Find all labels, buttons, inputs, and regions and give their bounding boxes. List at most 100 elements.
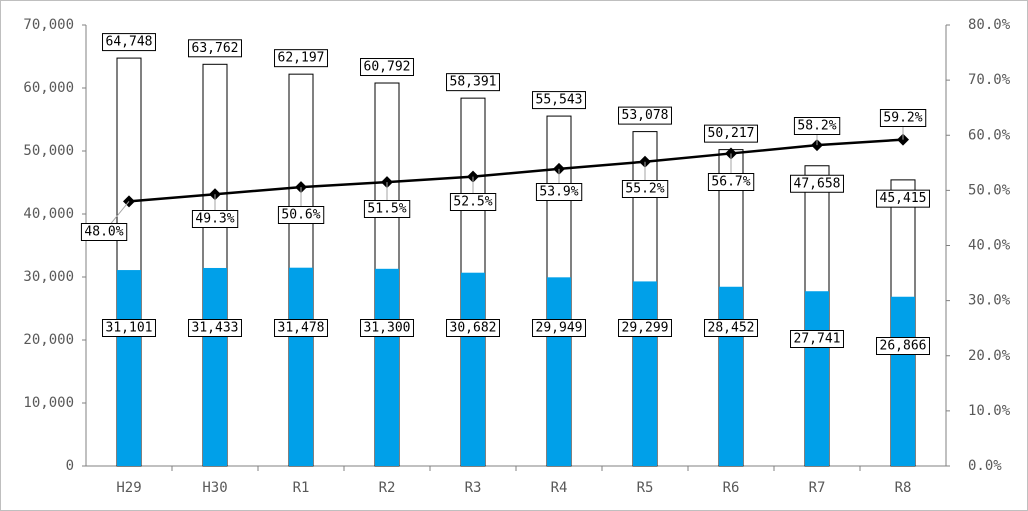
blue-label-box bbox=[704, 319, 758, 337]
ratio-label-box bbox=[707, 173, 755, 191]
y-left-tick-label: 30,000 bbox=[23, 269, 74, 285]
ratio-label-box bbox=[80, 223, 128, 241]
y-right-tick-label: 80.0% bbox=[968, 17, 1011, 33]
y-right-tick-label: 10.0% bbox=[968, 403, 1011, 419]
y-left-tick-label: 70,000 bbox=[23, 17, 74, 33]
blue-label-box bbox=[532, 319, 586, 337]
x-tick-label: R2 bbox=[379, 480, 396, 496]
ratio-label: 53.9% bbox=[539, 185, 578, 200]
total-label-box bbox=[446, 73, 500, 92]
blue-label-box bbox=[274, 319, 328, 337]
y-left-tick-label: 10,000 bbox=[23, 395, 74, 411]
blue-label: 29,299 bbox=[622, 321, 669, 336]
y-left-tick-label: 0 bbox=[66, 458, 74, 474]
ratio-line bbox=[128, 138, 904, 203]
x-tick-label: R6 bbox=[723, 480, 740, 496]
y-left-tick-label: 60,000 bbox=[23, 80, 74, 96]
blue-label-box bbox=[446, 319, 500, 337]
total-label: 60,792 bbox=[364, 60, 411, 75]
total-label-box bbox=[102, 33, 156, 52]
blue-label: 31,433 bbox=[192, 321, 239, 336]
bar-blue bbox=[289, 267, 313, 466]
total-label: 55,543 bbox=[536, 93, 583, 108]
ratio-label-box bbox=[535, 183, 583, 201]
x-tick-label: R3 bbox=[465, 480, 482, 496]
total-label-box bbox=[876, 189, 930, 208]
total-label: 50,217 bbox=[708, 126, 755, 141]
ratio-label: 50.6% bbox=[281, 208, 320, 223]
total-label-box bbox=[618, 106, 672, 125]
y-right-tick-label: 30.0% bbox=[968, 293, 1011, 309]
bar-blue bbox=[203, 267, 227, 466]
x-tick-label: R8 bbox=[895, 480, 912, 496]
y-left-tick-label: 20,000 bbox=[23, 332, 74, 348]
blue-label: 26,866 bbox=[880, 339, 927, 354]
ratio-label: 58.2% bbox=[797, 119, 836, 134]
blue-label: 31,478 bbox=[278, 321, 325, 336]
blue-label-box bbox=[102, 319, 156, 337]
ratio-label: 49.3% bbox=[195, 212, 234, 227]
bar-blue bbox=[461, 272, 485, 466]
bar-blue bbox=[891, 296, 915, 466]
total-label: 63,762 bbox=[192, 41, 239, 56]
bar-blue bbox=[719, 286, 743, 466]
blue-label-box bbox=[188, 319, 242, 337]
blue-label: 30,682 bbox=[450, 321, 497, 336]
total-label: 58,391 bbox=[450, 75, 497, 90]
total-label: 47,658 bbox=[794, 176, 841, 191]
ratio-label: 51.5% bbox=[367, 202, 406, 217]
blue-label-box bbox=[360, 319, 414, 337]
ratio-label: 55.2% bbox=[625, 182, 664, 197]
x-tick-label: R1 bbox=[293, 480, 310, 496]
ratio-label: 59.2% bbox=[883, 111, 922, 126]
blue-label: 29,949 bbox=[536, 321, 583, 336]
bar-blue bbox=[633, 281, 657, 466]
total-label: 53,078 bbox=[622, 108, 669, 123]
ratio-label: 56.7% bbox=[711, 175, 750, 190]
y-right-tick-label: 0.0% bbox=[968, 458, 1002, 474]
blue-label-box bbox=[618, 319, 672, 337]
x-tick-label: R4 bbox=[551, 480, 568, 496]
ratio-label-box bbox=[191, 210, 239, 228]
total-label: 62,197 bbox=[278, 51, 325, 66]
x-tick-label: H30 bbox=[202, 480, 227, 496]
y-left-tick-label: 40,000 bbox=[23, 206, 74, 222]
total-label-box bbox=[790, 174, 844, 193]
bar-blue bbox=[117, 270, 141, 466]
total-label-box bbox=[704, 124, 758, 143]
ratio-label-box bbox=[879, 109, 927, 127]
y-right-tick-label: 20.0% bbox=[968, 348, 1011, 364]
ratio-label: 48.0% bbox=[84, 225, 123, 240]
bar-blue bbox=[805, 291, 829, 466]
total-label-box bbox=[274, 49, 328, 68]
total-label: 45,415 bbox=[880, 191, 927, 206]
blue-label: 27,741 bbox=[794, 332, 841, 347]
blue-label: 28,452 bbox=[708, 321, 755, 336]
x-tick-label: R7 bbox=[809, 480, 826, 496]
total-label-box bbox=[360, 58, 414, 77]
blue-label-box bbox=[876, 337, 930, 355]
y-right-tick-label: 70.0% bbox=[968, 72, 1011, 88]
ratio-label: 52.5% bbox=[453, 195, 492, 210]
y-right-tick-label: 50.0% bbox=[968, 182, 1011, 198]
total-label-box bbox=[188, 39, 242, 58]
ratio-label-box bbox=[363, 200, 411, 218]
bar-blue bbox=[547, 277, 571, 466]
blue-label: 31,101 bbox=[106, 321, 153, 336]
ratio-label-box bbox=[277, 206, 325, 224]
blue-label: 31,300 bbox=[364, 321, 411, 336]
y-right-tick-label: 40.0% bbox=[968, 238, 1011, 254]
x-tick-label: H29 bbox=[116, 480, 141, 496]
y-left-tick-label: 50,000 bbox=[23, 143, 74, 159]
total-label-box bbox=[532, 91, 586, 110]
x-tick-label: R5 bbox=[637, 480, 654, 496]
blue-label-box bbox=[790, 330, 844, 348]
ratio-label-box bbox=[793, 117, 841, 135]
total-label: 64,748 bbox=[106, 35, 153, 50]
ratio-label-box bbox=[449, 193, 497, 211]
bar-blue bbox=[375, 268, 399, 466]
ratio-label-box bbox=[621, 180, 669, 198]
y-right-tick-label: 60.0% bbox=[968, 127, 1011, 143]
